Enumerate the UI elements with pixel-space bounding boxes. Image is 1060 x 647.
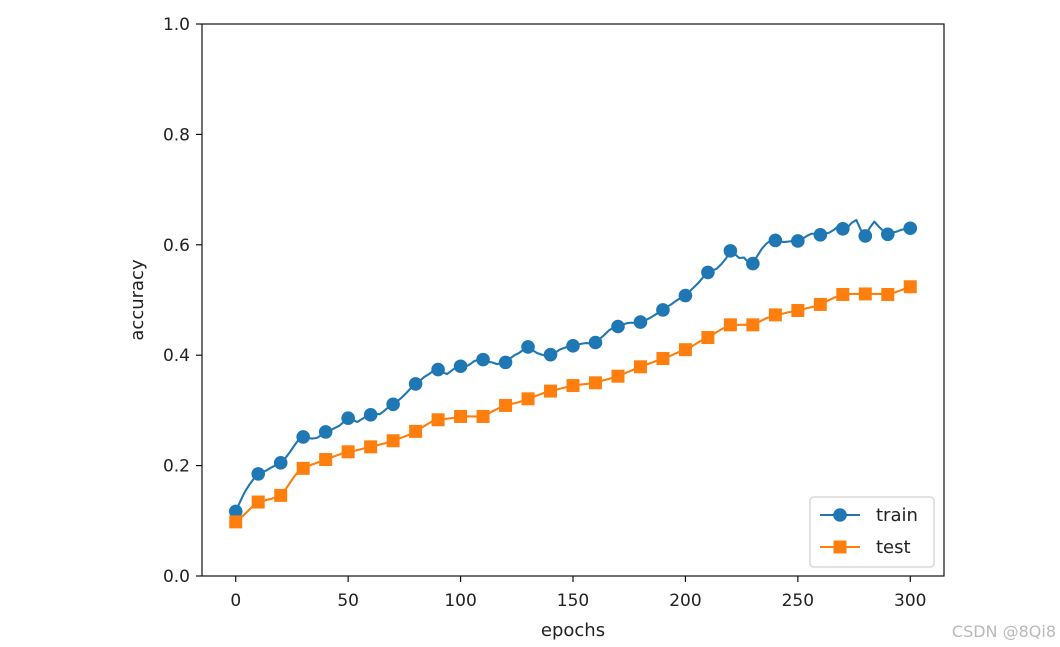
marker-train-30 — [903, 221, 918, 236]
marker-train-5 — [341, 411, 355, 425]
marker-test-4 — [319, 453, 333, 467]
x-axis-label: epochs — [541, 620, 605, 641]
marker-train-26 — [813, 228, 828, 242]
marker-train-25 — [791, 234, 805, 248]
marker-test-1 — [251, 495, 265, 509]
plot-area — [202, 24, 944, 576]
marker-test-17 — [611, 369, 625, 383]
marker-test-8 — [409, 424, 423, 438]
marker-test-14 — [544, 384, 558, 398]
marker-train-21 — [701, 265, 715, 280]
marker-test-2 — [274, 488, 288, 502]
watermark: CSDN @8Qi8 — [951, 622, 1056, 641]
plot-background — [202, 24, 944, 576]
marker-test-25 — [791, 303, 805, 317]
marker-train-24 — [768, 233, 783, 248]
marker-test-22 — [723, 318, 737, 332]
x-tick-label-5: 250 — [782, 591, 814, 611]
x-tick-label-3: 150 — [557, 591, 589, 611]
legend-marker-train — [833, 508, 847, 522]
marker-test-28 — [858, 287, 872, 301]
marker-train-4 — [318, 425, 333, 439]
marker-train-8 — [408, 377, 423, 391]
marker-test-11 — [476, 409, 490, 423]
marker-train-23 — [746, 256, 760, 271]
marker-test-9 — [431, 413, 445, 427]
x-tick-label-2: 100 — [444, 591, 476, 611]
marker-train-19 — [656, 303, 670, 317]
marker-train-7 — [386, 397, 400, 412]
marker-test-23 — [746, 318, 760, 332]
marker-test-12 — [499, 398, 513, 412]
marker-train-6 — [363, 408, 378, 422]
marker-test-29 — [881, 287, 895, 301]
marker-train-1 — [251, 467, 266, 481]
marker-test-6 — [364, 440, 378, 454]
marker-test-10 — [454, 409, 468, 423]
marker-train-2 — [273, 456, 288, 470]
marker-test-0 — [229, 515, 243, 529]
marker-train-22 — [723, 244, 738, 258]
marker-train-27 — [836, 221, 850, 236]
marker-train-17 — [611, 319, 625, 334]
marker-train-9 — [431, 362, 445, 377]
y-axis-label: accuracy — [127, 259, 148, 341]
marker-train-29 — [880, 227, 895, 242]
x-tick-label-6: 300 — [894, 591, 926, 611]
x-tick-label-4: 200 — [669, 591, 701, 611]
axes-layer: 0 50 100 150 200 250 300 0.0 0.2 0.4 0.6 0.8 1.0 epoc… — [127, 15, 945, 641]
marker-train-10 — [453, 359, 468, 374]
marker-test-24 — [768, 308, 782, 322]
marker-train-14 — [543, 347, 558, 362]
legend: train test — [809, 496, 935, 568]
legend-label-train: train — [876, 505, 918, 526]
marker-train-28 — [858, 229, 873, 243]
x-tick-label-1: 50 — [337, 591, 359, 611]
x-tick-label-0: 0 — [230, 591, 241, 611]
marker-train-12 — [498, 355, 513, 370]
marker-test-15 — [566, 379, 580, 393]
y-tick-label-0: 0.0 — [163, 567, 190, 587]
series-layer — [228, 218, 918, 529]
marker-test-27 — [836, 287, 850, 301]
marker-train-3 — [296, 430, 310, 444]
marker-test-18 — [633, 360, 647, 374]
marker-test-20 — [678, 343, 692, 357]
marker-train-15 — [566, 339, 580, 353]
y-tick-label-4: 0.8 — [163, 125, 190, 145]
marker-test-13 — [521, 392, 535, 406]
marker-test-7 — [386, 434, 400, 448]
marker-train-13 — [521, 340, 535, 354]
marker-train-16 — [588, 335, 603, 350]
marker-test-21 — [701, 331, 715, 345]
marker-train-20 — [678, 288, 693, 303]
marker-train-18 — [633, 315, 648, 329]
marker-test-26 — [813, 297, 827, 311]
y-tick-label-3: 0.6 — [163, 236, 190, 256]
legend-marker-test — [833, 540, 847, 554]
y-tick-label-5: 1.0 — [163, 15, 190, 35]
marker-test-16 — [588, 376, 602, 390]
marker-test-3 — [296, 461, 310, 475]
marker-train-11 — [476, 352, 490, 367]
y-tick-label-2: 0.4 — [163, 346, 190, 366]
marker-test-19 — [656, 352, 670, 366]
marker-test-30 — [903, 280, 917, 294]
y-tick-label-1: 0.2 — [163, 457, 190, 477]
legend-label-test: test — [876, 537, 911, 558]
marker-test-5 — [341, 445, 355, 459]
